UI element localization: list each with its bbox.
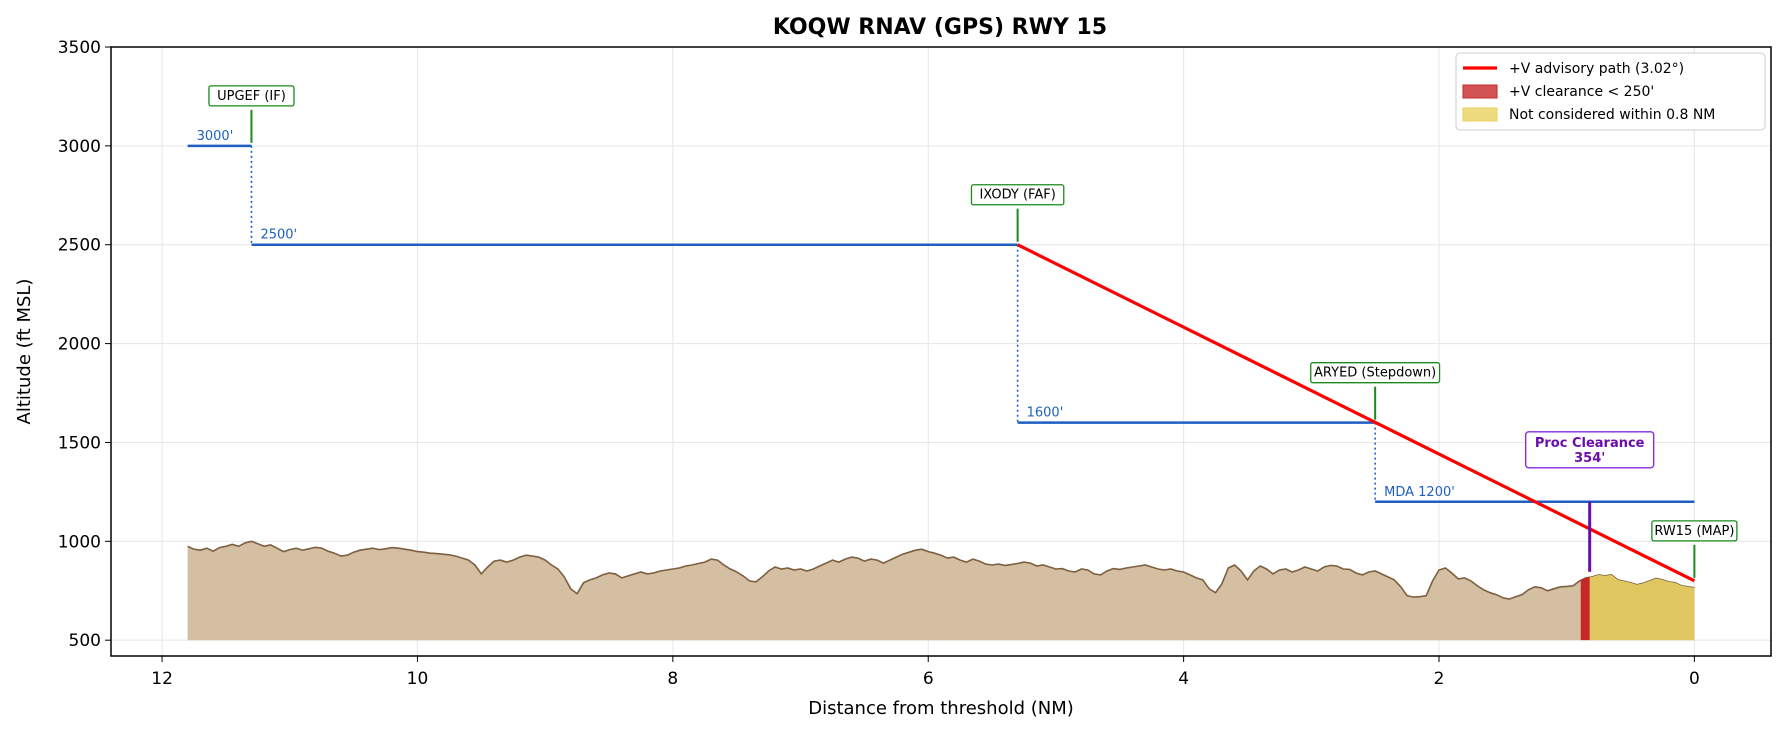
chart-title: KOQW RNAV (GPS) RWY 15: [773, 15, 1107, 40]
altitude-segments: 3000' 2500' 1600' MDA 1200': [187, 129, 1695, 504]
altitude-label: 2500': [260, 228, 297, 243]
legend-box: [1455, 52, 1766, 131]
fix-markers: UPGEF (IF) IXODY (FAF) ARYED (Stepdown) RW1…: [208, 85, 1738, 578]
legend-swatch-patch: [1462, 84, 1498, 99]
legend-label: +V clearance < 250': [1509, 84, 1654, 100]
fix-label: RW15 (MAP): [1654, 524, 1734, 539]
terrain-profile: [187, 540, 1695, 641]
fix-label-box: [970, 184, 1065, 206]
y-tick-label: 1500: [58, 433, 101, 453]
proc-clearance-label: Proc Clearance: [1535, 436, 1645, 451]
fix-label-box: [208, 85, 295, 107]
y-tick-label: 2000: [58, 335, 101, 355]
axis-ticks: 12 10 8 6 4 2 0 500 1000 1500 2000 2500 3000 3500: [58, 38, 1700, 689]
legend-label: +V advisory path (3.02°): [1509, 61, 1684, 77]
x-tick-label: 6: [923, 669, 934, 689]
advisory-path-line: [1016, 243, 1696, 583]
y-axis-title: Altitude (ft MSL): [14, 279, 35, 425]
fix-label: UPGEF (IF): [217, 89, 286, 104]
x-tick-label: 4: [1178, 669, 1189, 689]
low-clearance-zone: [1580, 541, 1590, 641]
advisory-path: [1016, 243, 1696, 583]
y-tick-label: 2500: [58, 236, 101, 256]
plot-frame: [110, 46, 1772, 657]
fix-label-box: [1651, 520, 1738, 542]
terrain-edge: [187, 540, 1695, 600]
fix-label-box: [1310, 362, 1441, 384]
y-tick-label: 3000: [58, 137, 101, 157]
fix-label: ARYED (Stepdown): [1314, 366, 1436, 381]
altitude-label: 1600': [1027, 406, 1064, 421]
x-tick-label: 10: [407, 669, 429, 689]
legend: +V advisory path (3.02°) +V clearance < 2…: [1455, 52, 1766, 131]
proc-clearance-value: 354': [1574, 451, 1605, 466]
x-tick-label: 8: [667, 669, 678, 689]
x-tick-label: 12: [151, 669, 173, 689]
legend-swatch-patch: [1462, 107, 1498, 122]
y-tick-label: 3500: [58, 38, 101, 58]
proc-clearance-box: [1524, 431, 1655, 469]
legend-label: Not considered within 0.8 NM: [1509, 107, 1715, 123]
altitude-label: 3000': [197, 129, 234, 144]
altitude-label: MDA 1200': [1384, 485, 1455, 500]
y-tick-label: 1000: [58, 532, 101, 552]
terrain-area: [187, 541, 1695, 641]
y-tick-label: 500: [69, 631, 101, 651]
x-tick-label: 0: [1689, 669, 1700, 689]
fix-label: IXODY (FAF): [979, 188, 1055, 203]
x-tick-label: 2: [1434, 669, 1445, 689]
x-axis-title: Distance from threshold (NM): [808, 698, 1074, 719]
